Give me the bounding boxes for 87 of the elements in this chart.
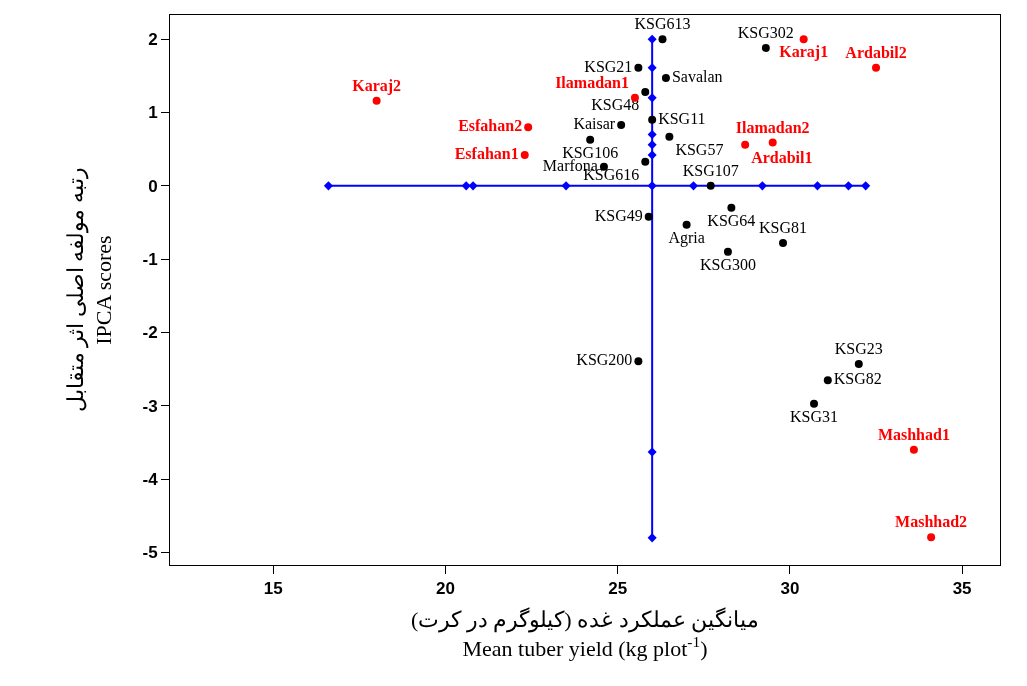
data-label: KSG48 bbox=[591, 96, 640, 113]
point bbox=[634, 63, 643, 72]
point bbox=[647, 129, 657, 140]
point bbox=[823, 376, 832, 385]
point bbox=[741, 140, 750, 149]
point bbox=[688, 181, 699, 191]
point bbox=[658, 35, 667, 44]
point bbox=[524, 123, 533, 132]
data-label: Kaisar bbox=[573, 115, 616, 132]
data-label: Karaj2 bbox=[352, 76, 402, 95]
point bbox=[634, 357, 643, 366]
point bbox=[909, 445, 918, 454]
y-tick-label: -3 bbox=[142, 396, 158, 416]
data-label: Esfahan1 bbox=[454, 145, 519, 163]
point bbox=[647, 34, 657, 44]
data-label: KSG11 bbox=[658, 109, 706, 127]
data-label: KSG31 bbox=[790, 407, 839, 425]
data-label: KSG200 bbox=[576, 351, 633, 369]
point bbox=[647, 140, 657, 150]
data-label: Ardabil2 bbox=[845, 43, 907, 61]
point bbox=[586, 135, 595, 144]
point bbox=[468, 181, 478, 191]
point bbox=[799, 35, 808, 44]
y-tick-label: -4 bbox=[142, 470, 159, 490]
point bbox=[644, 212, 653, 221]
point bbox=[843, 181, 854, 191]
data-label: KSG302 bbox=[737, 24, 794, 41]
data-label: Mashhad1 bbox=[877, 425, 950, 443]
point bbox=[665, 132, 674, 141]
point bbox=[647, 447, 657, 457]
data-label: KSG64 bbox=[707, 211, 756, 229]
point bbox=[872, 63, 881, 72]
data-label: Ilamadan2 bbox=[735, 118, 810, 136]
data-label: KSG300 bbox=[699, 255, 756, 273]
point bbox=[323, 181, 333, 191]
y-tick-label: -5 bbox=[142, 543, 158, 563]
point bbox=[779, 239, 788, 248]
y-tick-label: -2 bbox=[142, 323, 158, 343]
data-label: Karaj1 bbox=[779, 43, 829, 62]
y-tick-label: -1 bbox=[142, 250, 158, 270]
point bbox=[761, 44, 770, 52]
point bbox=[461, 181, 471, 191]
x-tick-label: 20 bbox=[436, 579, 455, 599]
data-label: Ilamadan1 bbox=[555, 73, 629, 91]
point bbox=[647, 93, 657, 103]
point bbox=[647, 150, 657, 160]
point bbox=[927, 533, 936, 542]
data-label: KSG57 bbox=[675, 140, 724, 158]
point bbox=[810, 399, 819, 408]
point bbox=[727, 203, 736, 212]
point bbox=[768, 138, 777, 147]
data-label: KSG23 bbox=[834, 340, 883, 358]
data-label: Agria bbox=[668, 228, 705, 247]
data-label: Ardabil1 bbox=[751, 148, 813, 166]
point bbox=[861, 181, 871, 191]
y-tick-label: 2 bbox=[148, 30, 158, 50]
data-label: Mashhad2 bbox=[895, 513, 968, 531]
data-label: Esfahan2 bbox=[458, 117, 523, 135]
x-tick-label: 15 bbox=[263, 579, 283, 599]
point bbox=[372, 96, 381, 105]
point bbox=[641, 88, 650, 96]
point bbox=[812, 181, 823, 191]
data-label: KSG81 bbox=[759, 219, 808, 237]
x-tick-label: 25 bbox=[608, 579, 628, 599]
point bbox=[854, 360, 863, 369]
point bbox=[723, 247, 732, 256]
point bbox=[682, 220, 691, 229]
point bbox=[706, 181, 715, 190]
data-label: Savalan bbox=[671, 68, 723, 86]
point bbox=[520, 151, 529, 160]
data-label: KSG21 bbox=[584, 57, 633, 75]
x-tick-label: 35 bbox=[952, 579, 972, 599]
point bbox=[647, 533, 657, 543]
point bbox=[661, 74, 670, 83]
x-tick-label: 30 bbox=[780, 579, 800, 599]
y-tick-label: 0 bbox=[148, 176, 158, 196]
data-label: KSG49 bbox=[594, 206, 643, 224]
point bbox=[757, 181, 767, 191]
data-label: KSG613 bbox=[634, 15, 691, 33]
point bbox=[648, 115, 657, 124]
point bbox=[561, 181, 571, 191]
point bbox=[617, 121, 626, 129]
point bbox=[647, 63, 657, 73]
data-label: KSG82 bbox=[833, 370, 882, 388]
data-label: KSG107 bbox=[682, 161, 739, 179]
point bbox=[641, 157, 650, 166]
y-tick-label: 1 bbox=[148, 103, 158, 123]
